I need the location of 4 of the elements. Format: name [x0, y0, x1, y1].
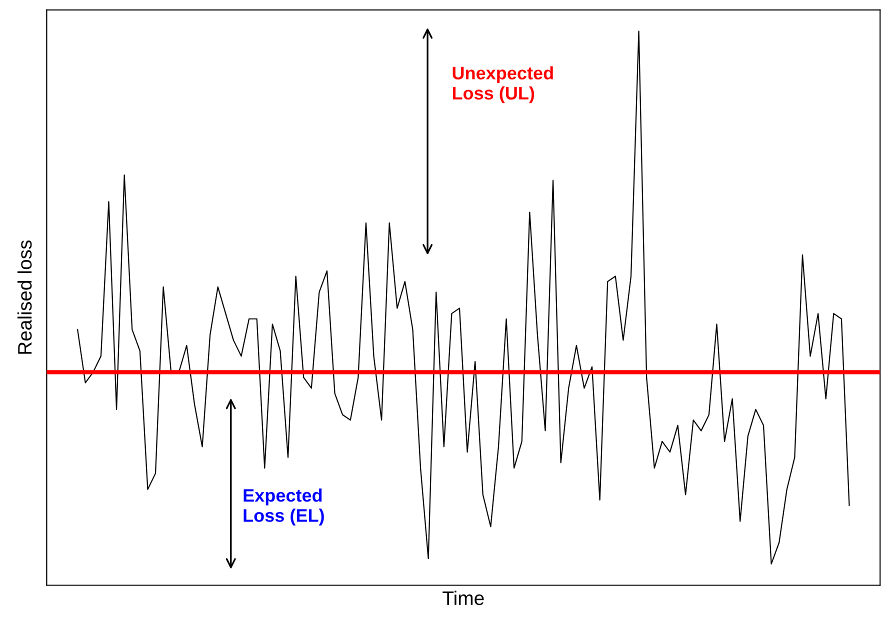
annotation: Expected Loss (EL) [244, 488, 324, 526]
y-axis-title: Realised loss [17, 240, 32, 354]
x-axis-title: Time [442, 590, 484, 606]
annotation: Unexpected Loss (UL) [452, 66, 553, 104]
